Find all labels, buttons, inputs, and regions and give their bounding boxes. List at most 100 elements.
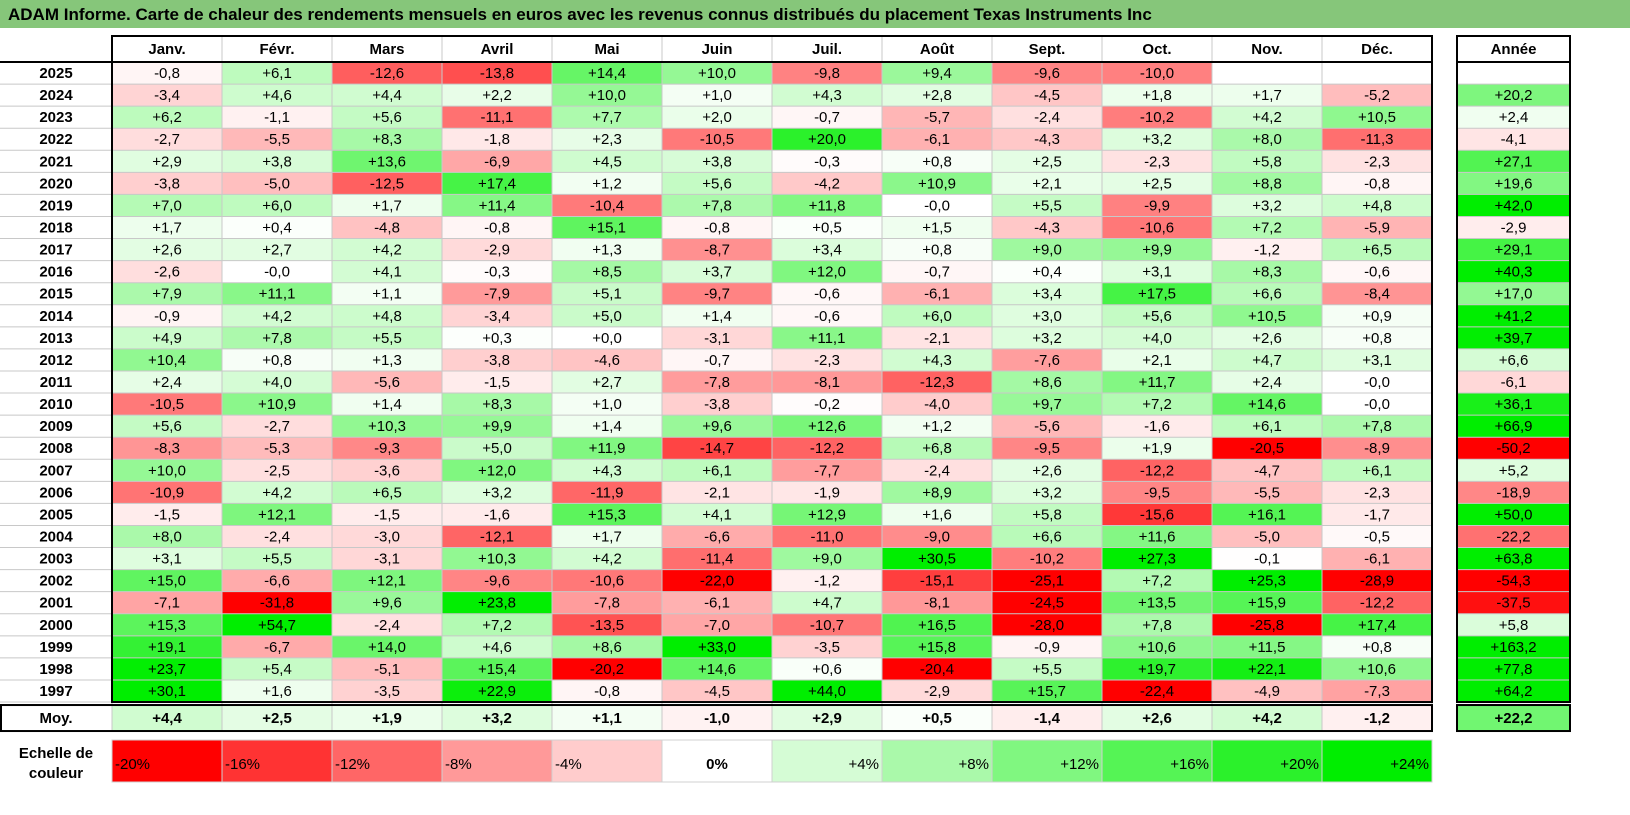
row-2013-value-juil: +11,1	[809, 330, 846, 347]
row-2012-value-juil: -2,3	[814, 352, 840, 369]
row-1997-value-mai: -0,8	[594, 683, 620, 700]
row-2015-value-aout: -6,1	[924, 286, 950, 303]
row-2021-cell-aout	[882, 150, 992, 173]
row-2005-value-mai: +15,3	[588, 506, 626, 523]
row-2009-cell-aout	[882, 415, 992, 438]
row-2005-value-sept: +5,8	[1032, 506, 1062, 523]
row-1997-value-oct: -22,4	[1140, 683, 1174, 700]
row-2018-label: 2018	[39, 220, 72, 237]
row-2020-cell-aout	[882, 172, 992, 195]
row-2012-label: 2012	[39, 352, 72, 369]
row-2001-cell-mai	[552, 591, 662, 614]
row-2013-cell-aout	[882, 326, 992, 349]
row-2020-value-annee: +19,6	[1495, 175, 1533, 192]
col-header-janv: Janv.	[148, 41, 185, 58]
row-2022-cell-fevr	[222, 128, 332, 151]
row-2002-cell-sept	[992, 569, 1102, 592]
row-2013-value-oct: +4,0	[1142, 330, 1172, 347]
row-2021-cell-avril	[442, 150, 552, 173]
row-2021-value-juin: +3,8	[702, 153, 732, 170]
row-moy-cell-oct	[1102, 705, 1212, 732]
row-2017-value-juil: +3,4	[812, 242, 842, 259]
row-2002-cell-annee	[1457, 569, 1570, 592]
row-2017-cell-nov	[1212, 238, 1322, 261]
row-1999-value-aout: +15,8	[918, 639, 956, 656]
row-1999-value-sept: -0,9	[1034, 639, 1060, 656]
row-2007-value-mars: -3,6	[374, 462, 400, 479]
row-2018-value-annee: -2,9	[1501, 220, 1527, 237]
row-2008-value-avril: +5,0	[482, 440, 512, 457]
row-2018-cell-oct	[1102, 216, 1212, 239]
row-2025-cell-dec	[1322, 62, 1432, 85]
row-2015-cell-mai	[552, 282, 662, 305]
row-2024-value-juin: +1,0	[702, 87, 732, 104]
row-1997-value-juin: -4,5	[704, 683, 730, 700]
row-2019-value-dec: +4,8	[1362, 197, 1392, 214]
row-2002-value-nov: +25,3	[1248, 573, 1286, 590]
row-2005-value-oct: -15,6	[1140, 506, 1174, 523]
row-2016-value-mars: +4,1	[372, 264, 402, 281]
row-2002-value-aout: -15,1	[920, 573, 954, 590]
row-2023-cell-mars	[332, 106, 442, 129]
row-2014-cell-juil	[772, 304, 882, 327]
row-1997-cell-aout	[882, 679, 992, 703]
row-2004-value-juin: -6,6	[704, 529, 730, 546]
row-2019-value-avril: +11,4	[479, 197, 516, 214]
row-2017-cell-sept	[992, 238, 1102, 261]
row-2005-cell-janv	[112, 503, 222, 526]
row-2004-value-oct: +11,6	[1139, 529, 1176, 546]
row-2010-value-oct: +7,2	[1142, 396, 1172, 413]
row-2022-cell-aout	[882, 128, 992, 151]
row-1997-cell-mai	[552, 679, 662, 703]
row-2021-cell-mars	[332, 150, 442, 173]
row-2016-value-mai: +8,5	[592, 264, 622, 281]
row-2007-value-annee: +5,2	[1499, 462, 1529, 479]
row-moy-cell-annee	[1457, 705, 1570, 732]
row-moy-cell-mai	[552, 705, 662, 732]
row-2011-value-juin: -7,8	[704, 374, 730, 391]
row-2014-value-oct: +5,6	[1142, 308, 1172, 325]
row-2008-cell-juin	[662, 437, 772, 460]
row-2006-value-aout: +8,9	[922, 484, 952, 501]
col-header-aout: Août	[920, 41, 954, 58]
row-1998-value-oct: +19,7	[1138, 661, 1176, 678]
row-2007-cell-oct	[1102, 459, 1212, 482]
row-1999-value-dec: +0,8	[1362, 639, 1392, 656]
row-2001-cell-aout	[882, 591, 992, 614]
row-2024-cell-dec	[1322, 84, 1432, 107]
row-1997-cell-sept	[992, 679, 1102, 703]
row-2006-value-oct: -9,5	[1144, 484, 1170, 501]
row-2019-cell-mars	[332, 194, 442, 217]
row-2024-cell-annee	[1457, 84, 1570, 107]
row-2004-cell-mai	[552, 525, 662, 548]
col-header-annee: Année	[1491, 41, 1537, 58]
row-2018-cell-annee	[1457, 216, 1570, 239]
row-2011-value-fevr: +4,0	[262, 374, 292, 391]
row-2007-value-nov: -4,7	[1254, 462, 1280, 479]
row-2000-label: 2000	[39, 617, 72, 634]
row-2001-value-avril: +23,8	[478, 595, 516, 612]
row-2022-value-janv: -2,7	[154, 131, 180, 148]
row-2024-cell-oct	[1102, 84, 1212, 107]
row-2006-value-fevr: +4,2	[262, 484, 292, 501]
row-2006-value-sept: +3,2	[1032, 484, 1062, 501]
row-2011-label: 2011	[40, 374, 73, 391]
col-header-mai: Mai	[594, 41, 619, 58]
row-2014-value-mai: +5,0	[592, 308, 622, 325]
row-2006-value-mai: -11,9	[590, 484, 623, 501]
row-2009-value-janv: +5,6	[152, 418, 182, 435]
row-2008-label: 2008	[39, 440, 72, 457]
row-2005-value-janv: -1,5	[154, 506, 180, 523]
row-2023-cell-annee	[1457, 106, 1570, 129]
row-2003-cell-oct	[1102, 547, 1212, 570]
row-2007-cell-mai	[552, 459, 662, 482]
row-2010-value-avril: +8,3	[482, 396, 512, 413]
row-2016-cell-dec	[1322, 260, 1432, 283]
row-2004-value-dec: -0,5	[1364, 529, 1390, 546]
row-2009-value-mars: +10,3	[368, 418, 406, 435]
row-2011-value-mai: +2,7	[592, 374, 622, 391]
row-2007-cell-avril	[442, 459, 552, 482]
row-2005-cell-sept	[992, 503, 1102, 526]
row-2023-value-janv: +6,2	[152, 109, 182, 126]
row-2023-value-annee: +2,4	[1499, 109, 1529, 126]
